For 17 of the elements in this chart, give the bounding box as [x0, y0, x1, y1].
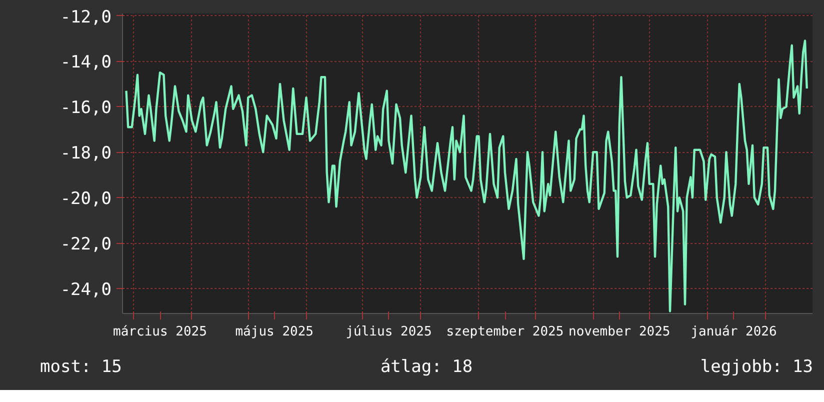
text: most: 15	[40, 356, 122, 379]
y-tick-label: -24,0	[60, 280, 112, 300]
x-tick-label: szeptember 2025	[446, 324, 564, 340]
y-tick-label: -22,0	[60, 234, 112, 255]
y-tick-label: -16,0	[60, 98, 112, 118]
x-tick-label: május 2025	[235, 324, 314, 340]
x-tick-label: július 2025	[346, 324, 432, 340]
text: legjobb: 13	[700, 356, 813, 379]
x-tick-label: november 2025	[568, 324, 670, 340]
y-tick-label: -20,0	[60, 189, 112, 210]
x-tick-label: március 2025	[113, 324, 207, 340]
y-tick-label: -14,0	[60, 52, 112, 73]
x-tick-label: január 2026	[690, 324, 777, 340]
text: átlag: 18	[380, 356, 473, 379]
line-series	[125, 40, 808, 312]
y-tick-label: -12,0	[60, 7, 112, 28]
y-tick-label: -18,0	[60, 144, 112, 164]
